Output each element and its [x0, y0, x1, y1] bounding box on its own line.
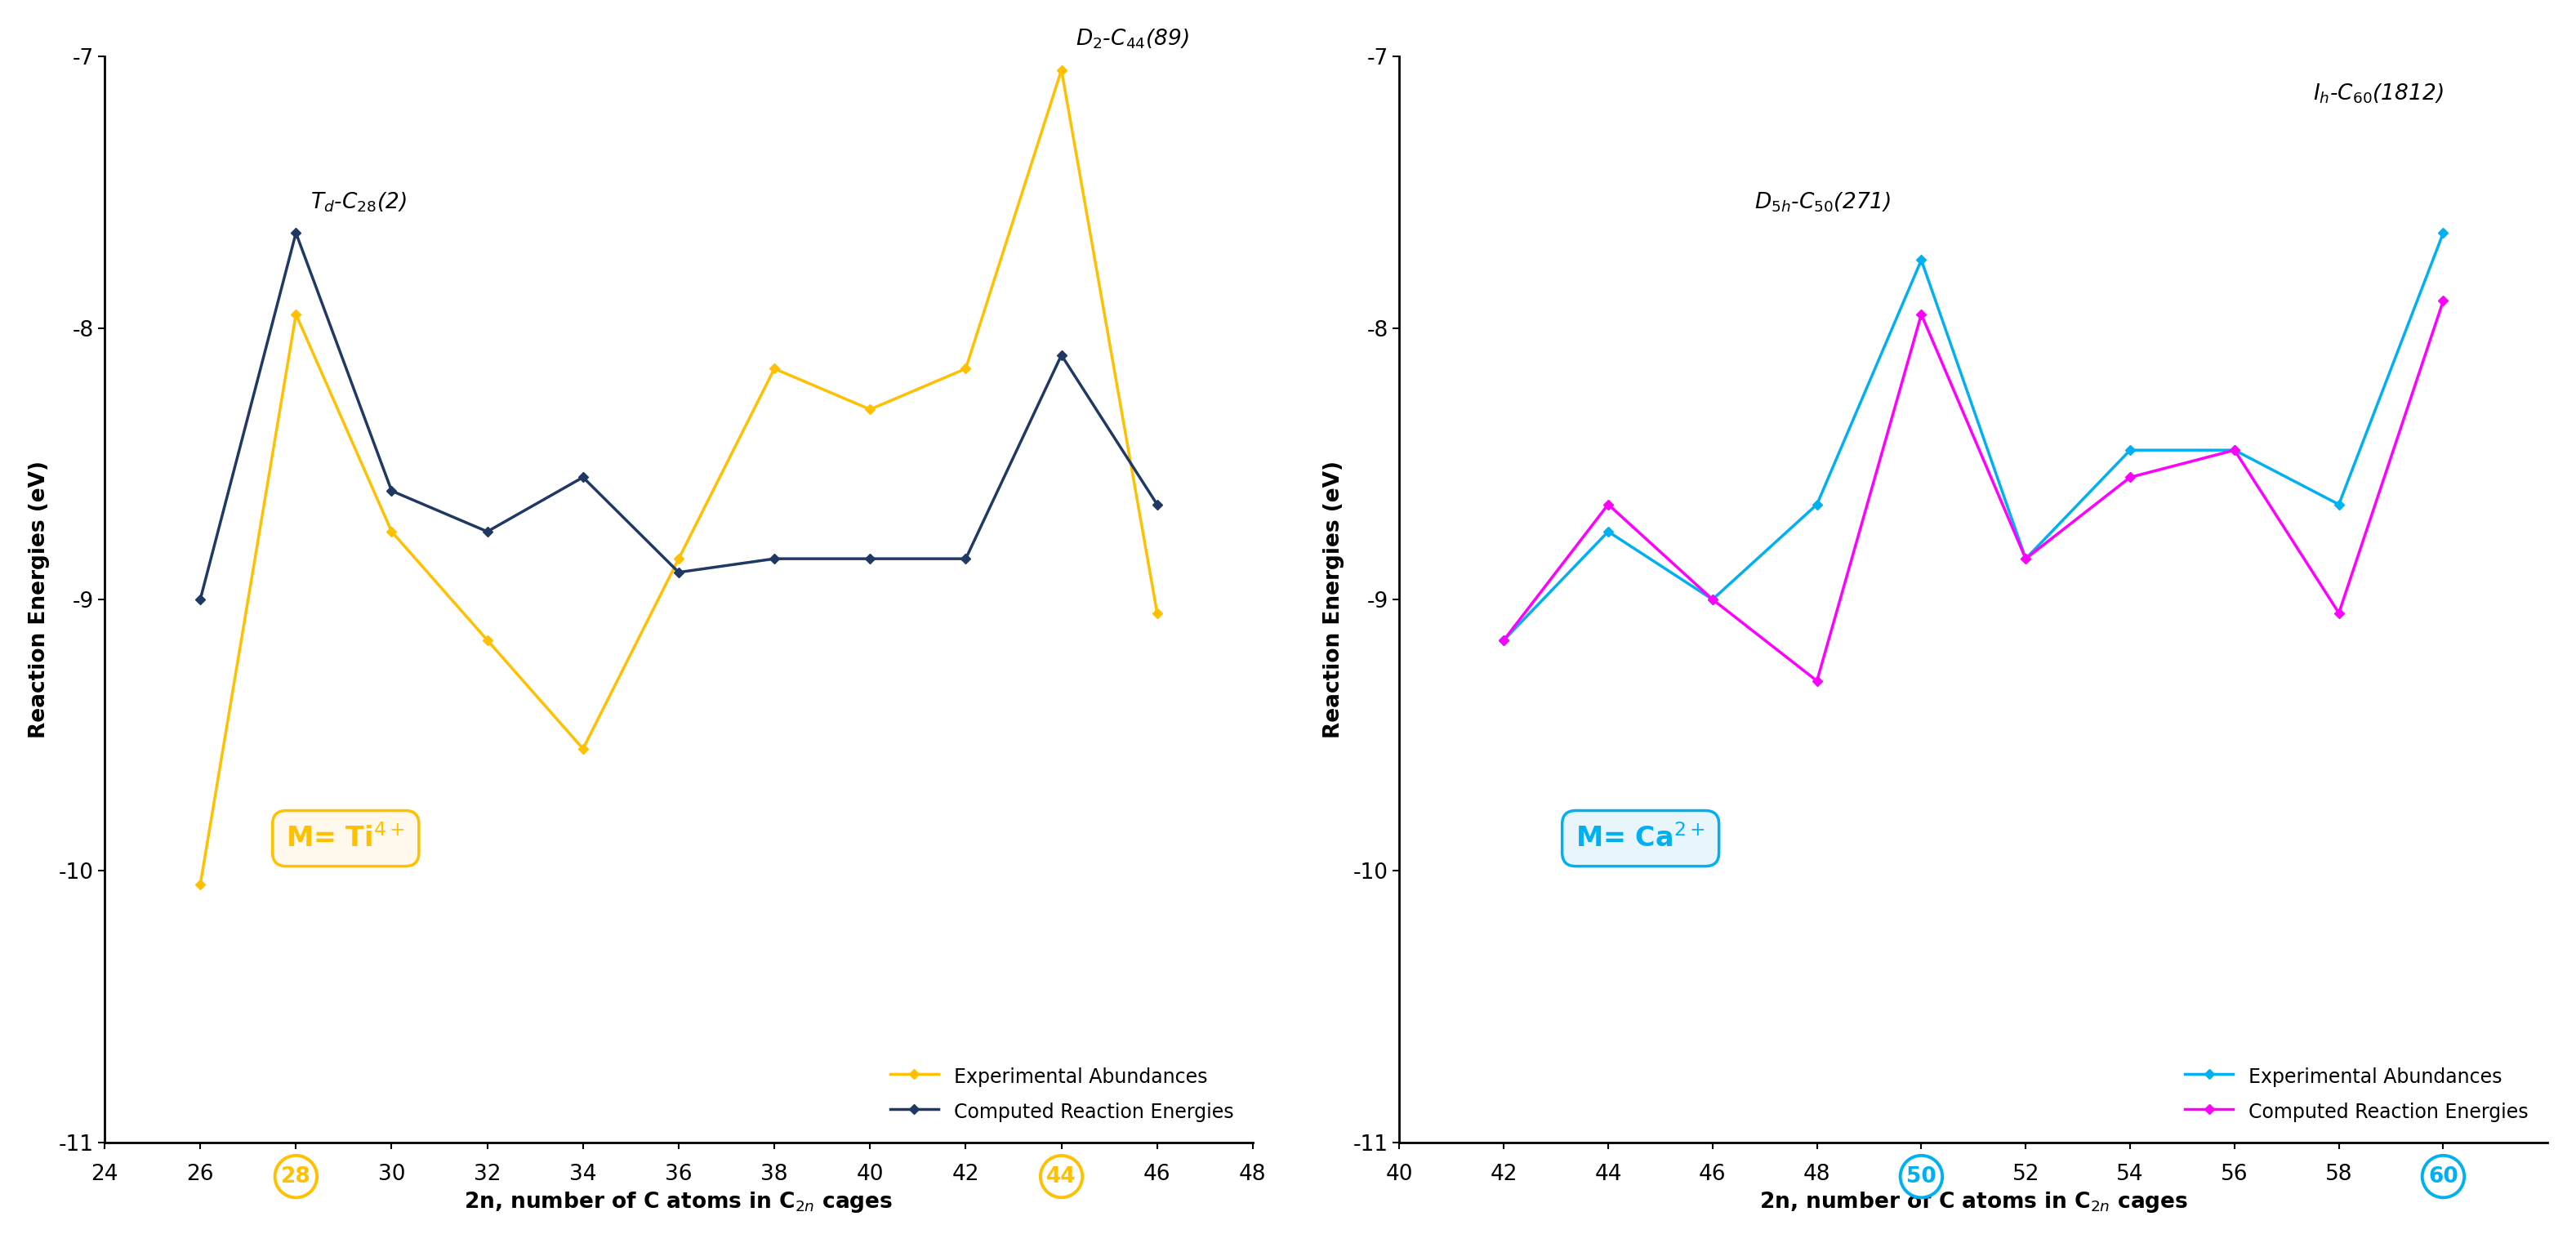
Line: Computed Reaction Energies: Computed Reaction Energies	[1499, 297, 2447, 685]
Computed Reaction Energies	[1046, 348, 1077, 363]
Text: 26: 26	[185, 1163, 214, 1185]
Experimental Abundances	[2115, 443, 2146, 457]
Experimental Abundances	[1489, 633, 1520, 648]
Text: 44: 44	[1595, 1163, 1623, 1185]
Text: 44: 44	[1046, 1166, 1077, 1187]
Computed Reaction Energies	[951, 552, 981, 567]
Experimental Abundances	[471, 633, 502, 648]
Computed Reaction Energies	[2009, 552, 2040, 567]
Line: Computed Reaction Energies: Computed Reaction Energies	[196, 230, 1162, 603]
Experimental Abundances	[760, 362, 791, 377]
Experimental Abundances	[662, 552, 693, 567]
Experimental Abundances	[1906, 252, 1937, 267]
Text: $I_{h}$-C$_{60}$(1812): $I_{h}$-C$_{60}$(1812)	[2313, 82, 2442, 106]
Computed Reaction Energies	[760, 552, 791, 567]
Legend: Experimental Abundances, Computed Reaction Energies: Experimental Abundances, Computed Reacti…	[2174, 1055, 2537, 1132]
Computed Reaction Energies	[2115, 470, 2146, 485]
Computed Reaction Energies	[1698, 592, 1728, 607]
Text: 40: 40	[855, 1163, 884, 1185]
Experimental Abundances	[1141, 605, 1172, 620]
Text: M= Ti$^{4+}$: M= Ti$^{4+}$	[286, 824, 404, 853]
Computed Reaction Energies	[2218, 443, 2249, 457]
Experimental Abundances	[2427, 225, 2458, 240]
Text: M= Ca$^{2+}$: M= Ca$^{2+}$	[1577, 824, 1705, 853]
Text: 56: 56	[2221, 1163, 2249, 1185]
Legend: Experimental Abundances, Computed Reaction Energies: Experimental Abundances, Computed Reacti…	[881, 1055, 1244, 1132]
Experimental Abundances	[2218, 443, 2249, 457]
Experimental Abundances	[855, 401, 886, 416]
Computed Reaction Energies	[662, 564, 693, 579]
Text: 52: 52	[2012, 1163, 2040, 1185]
Computed Reaction Energies	[567, 470, 598, 485]
Text: 58: 58	[2326, 1163, 2352, 1185]
Experimental Abundances	[2324, 497, 2354, 512]
Computed Reaction Energies	[1141, 497, 1172, 512]
Text: 34: 34	[569, 1163, 598, 1185]
Experimental Abundances	[951, 362, 981, 377]
Computed Reaction Energies	[855, 552, 886, 567]
Computed Reaction Energies	[1801, 674, 1832, 689]
Computed Reaction Energies	[1592, 497, 1623, 512]
Text: 60: 60	[2429, 1166, 2458, 1187]
Experimental Abundances	[1801, 497, 1832, 512]
Text: 40: 40	[1386, 1163, 1414, 1185]
Text: $D_{5h}$-C$_{50}$(271): $D_{5h}$-C$_{50}$(271)	[1754, 190, 1891, 214]
Experimental Abundances	[185, 878, 216, 892]
Text: 48: 48	[1803, 1163, 1832, 1185]
Line: Experimental Abundances: Experimental Abundances	[196, 67, 1162, 888]
Computed Reaction Energies	[376, 484, 407, 498]
Computed Reaction Energies	[1489, 633, 1520, 648]
Text: 50: 50	[1906, 1166, 1937, 1187]
Text: 48: 48	[1239, 1163, 1267, 1185]
Y-axis label: Reaction Energies (eV): Reaction Energies (eV)	[1324, 461, 1345, 738]
Text: 54: 54	[2117, 1163, 2143, 1185]
Text: 30: 30	[379, 1163, 404, 1185]
Computed Reaction Energies	[281, 225, 312, 240]
Experimental Abundances	[376, 525, 407, 539]
Text: $D_{2}$-C$_{44}$(89): $D_{2}$-C$_{44}$(89)	[1077, 27, 1190, 51]
Text: 28: 28	[281, 1166, 312, 1187]
Text: 46: 46	[1144, 1163, 1172, 1185]
Experimental Abundances	[567, 741, 598, 756]
Text: 38: 38	[760, 1163, 788, 1185]
Experimental Abundances	[2009, 552, 2040, 567]
X-axis label: 2n, number of C atoms in C$_{2n}$ cages: 2n, number of C atoms in C$_{2n}$ cages	[1759, 1190, 2187, 1214]
Computed Reaction Energies	[2324, 605, 2354, 620]
Text: 24: 24	[90, 1163, 118, 1185]
Computed Reaction Energies	[2427, 293, 2458, 308]
Text: 42: 42	[953, 1163, 979, 1185]
Text: 36: 36	[665, 1163, 693, 1185]
Text: 32: 32	[474, 1163, 500, 1185]
X-axis label: 2n, number of C atoms in C$_{2n}$ cages: 2n, number of C atoms in C$_{2n}$ cages	[464, 1190, 894, 1214]
Experimental Abundances	[281, 307, 312, 322]
Text: 46: 46	[1700, 1163, 1726, 1185]
Y-axis label: Reaction Energies (eV): Reaction Energies (eV)	[28, 461, 49, 738]
Experimental Abundances	[1592, 525, 1623, 539]
Experimental Abundances	[1046, 62, 1077, 77]
Computed Reaction Energies	[471, 525, 502, 539]
Line: Experimental Abundances: Experimental Abundances	[1499, 230, 2447, 644]
Computed Reaction Energies	[185, 592, 216, 607]
Text: 42: 42	[1489, 1163, 1517, 1185]
Text: $T_{d}$-C$_{28}$(2): $T_{d}$-C$_{28}$(2)	[309, 190, 407, 214]
Experimental Abundances	[1698, 592, 1728, 607]
Computed Reaction Energies	[1906, 307, 1937, 322]
